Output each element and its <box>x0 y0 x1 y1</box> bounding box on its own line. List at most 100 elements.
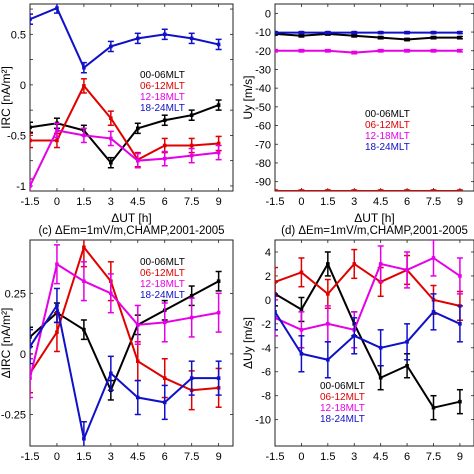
x-tick-label: 6 <box>162 196 168 208</box>
data-point <box>352 189 357 191</box>
panel-title: (c) ΔEm=1mV/m,CHAMP,2001-2005 <box>38 225 224 237</box>
data-point <box>162 320 167 325</box>
y-tick-label: -2 <box>261 319 271 331</box>
data-point <box>352 30 357 35</box>
y-tick-label: -30 <box>255 64 271 76</box>
x-tick-label: 7.5 <box>184 196 199 208</box>
y-tick-label: -10 <box>255 27 271 39</box>
y-tick-label: -70 <box>255 139 271 151</box>
x-tick-label: 7.5 <box>426 451 441 463</box>
data-point <box>352 33 357 38</box>
data-point <box>326 48 330 53</box>
data-point <box>378 262 383 266</box>
data-point <box>30 17 32 21</box>
series-line-magenta <box>30 262 219 379</box>
y-tick-label: -1 <box>16 181 26 193</box>
data-point <box>299 33 304 38</box>
legend-entry: 12-18MLT <box>320 403 365 414</box>
y-tick-label: 4 <box>265 247 271 259</box>
data-point <box>162 143 167 148</box>
y-tick-label: 0 <box>20 349 26 361</box>
data-point <box>189 143 194 148</box>
y-tick-label: 0.5 <box>11 29 26 41</box>
x-tick-label: 9 <box>216 196 222 208</box>
legend-entry: 12-18MLT <box>365 131 410 142</box>
y-axis-label: IRC [nA/m²] <box>0 66 13 129</box>
x-tick-label: 3 <box>351 451 357 463</box>
x-tick-label: -1.5 <box>21 451 40 463</box>
legend-entry: 18-24MLT <box>320 414 365 425</box>
data-point <box>189 293 194 298</box>
series-line-magenta <box>275 49 460 54</box>
x-tick-label: 3 <box>108 451 114 463</box>
y-tick-label: -20 <box>255 46 271 58</box>
x-tick-label: 1.5 <box>320 196 335 208</box>
x-tick-label: 3 <box>108 196 114 208</box>
data-point <box>431 310 436 314</box>
data-point <box>82 279 86 283</box>
data-point <box>55 303 59 308</box>
data-point <box>378 345 383 350</box>
y-tick-label: 0 <box>265 295 271 307</box>
panel-frame <box>29 3 234 192</box>
x-tick-label: 0 <box>54 196 60 208</box>
x-tick-label: 9 <box>216 451 222 463</box>
data-point <box>326 262 330 266</box>
panel-c: -1.5 0 1.5 3 4.5 6 7.5 9 -0.25 0 0.25 ΔIRC [nA/m²] (… <box>0 225 234 463</box>
data-point <box>162 376 167 380</box>
data-point <box>405 30 409 35</box>
data-point <box>458 48 462 53</box>
x-tick-label: 7.5 <box>426 196 441 208</box>
series-line-black <box>275 261 461 409</box>
data-point <box>135 36 140 41</box>
data-point <box>30 184 32 188</box>
series-line-red <box>30 245 219 392</box>
data-point <box>162 400 167 405</box>
data-point <box>30 344 32 349</box>
x-tick-label: -1.5 <box>21 196 40 208</box>
x-tick-label: 0 <box>298 451 304 463</box>
series-group <box>275 30 463 191</box>
data-point <box>326 357 330 362</box>
y-tick-label: -80 <box>255 158 271 170</box>
data-point <box>299 30 304 35</box>
y-axis-label: ΔUy [m/s] <box>241 317 255 369</box>
data-point <box>189 376 194 380</box>
data-point <box>458 274 462 278</box>
data-point <box>458 322 462 326</box>
data-point <box>431 30 436 35</box>
panel-frame <box>274 239 474 447</box>
data-point <box>299 189 304 191</box>
data-point <box>405 189 409 191</box>
x-tick-label: -1.5 <box>266 451 285 463</box>
data-point <box>299 48 304 53</box>
legend-entry: 00-06MLT <box>320 381 365 392</box>
data-point <box>405 363 409 368</box>
data-point <box>275 189 277 191</box>
data-point <box>216 42 221 47</box>
legend-entry: 00-06MLT <box>365 109 410 120</box>
data-point <box>135 158 140 163</box>
y-tick-label: -6 <box>261 367 271 379</box>
data-point <box>189 36 194 41</box>
legend-entry: 00-06MLT <box>140 70 185 81</box>
data-point <box>162 156 167 161</box>
data-point <box>378 48 383 53</box>
y-tick-label: -4 <box>261 343 271 355</box>
x-tick-label: 3 <box>351 196 357 208</box>
x-tick-label: 1.5 <box>320 451 335 463</box>
data-point <box>299 270 304 275</box>
panel-a: -1.5 0 1.5 3 4.5 6 7.5 9 -1 -0.5 0 0.5 ΔUT [h] IRC [n… <box>0 3 234 225</box>
y-tick-label: 0.25 <box>5 288 26 300</box>
x-tick-label: 4.5 <box>130 196 145 208</box>
data-point <box>299 328 304 332</box>
x-axis-label: ΔUT [h] <box>111 211 151 225</box>
data-point <box>109 136 113 141</box>
data-point <box>30 138 32 143</box>
y-tick-label: -40 <box>255 83 271 95</box>
data-point <box>162 118 167 123</box>
x-tick-label: 6 <box>404 451 410 463</box>
legend-entry: 18-24MLT <box>365 142 410 153</box>
x-tick-label: 4.5 <box>373 451 388 463</box>
